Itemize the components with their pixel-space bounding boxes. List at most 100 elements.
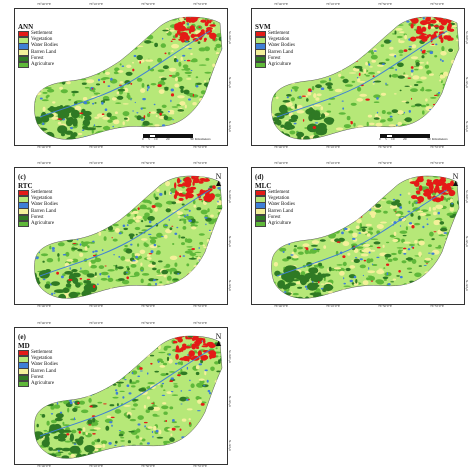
forest-patch (61, 455, 70, 459)
land-cover-patch (411, 296, 414, 299)
land-cover-patch (213, 295, 215, 298)
land-cover-patch (160, 384, 164, 388)
land-cover-patch (83, 101, 88, 105)
land-cover-patch (45, 22, 47, 24)
land-cover-patch (34, 390, 36, 394)
land-cover-patch (320, 191, 326, 194)
land-cover-patch (155, 182, 162, 186)
land-cover-patch (72, 62, 81, 64)
land-cover-patch (34, 85, 38, 87)
settlement-patch (417, 121, 421, 124)
land-cover-patch (126, 64, 132, 68)
forest-patch (310, 277, 318, 282)
land-cover-patch (154, 196, 159, 200)
settlement-patch (179, 26, 183, 32)
land-cover-patch (166, 275, 172, 281)
land-cover-patch (191, 283, 195, 286)
land-cover-patch (136, 445, 144, 451)
settlement-patch (175, 33, 178, 38)
settlement-patch (165, 420, 168, 422)
land-cover-patch (382, 244, 385, 248)
land-cover-patch (87, 388, 94, 391)
land-cover-patch (161, 37, 164, 40)
longitude-label: 76°45'0"E (88, 161, 104, 165)
land-cover-patch (204, 439, 212, 444)
settlement-patch (350, 121, 353, 125)
land-cover-patch (182, 226, 187, 230)
settlement-patch (82, 390, 85, 393)
land-cover-patch (331, 194, 336, 196)
land-cover-patch (171, 201, 177, 205)
land-cover-patch (200, 209, 208, 215)
land-cover-patch (407, 248, 411, 251)
settlement-patch (64, 211, 67, 215)
land-cover-patch (172, 419, 175, 422)
settlement-patch (130, 82, 133, 85)
land-cover-patch (147, 113, 151, 118)
land-cover-patch (103, 236, 107, 241)
settlement-patch (182, 21, 186, 25)
forest-patch (85, 141, 94, 145)
land-cover-patch (352, 30, 356, 33)
land-cover-patch (203, 457, 210, 459)
land-cover-patch (75, 197, 80, 201)
land-cover-patch (147, 233, 152, 236)
land-cover-patch (95, 372, 99, 376)
land-cover-patch (82, 355, 86, 361)
land-cover-patch (301, 22, 308, 26)
land-cover-patch (116, 348, 120, 351)
settlement-patch (376, 246, 381, 249)
land-cover-patch (328, 59, 333, 62)
land-cover-patch (282, 258, 289, 262)
land-cover-patch (211, 455, 215, 459)
land-cover-patch (373, 117, 380, 120)
longitude-label: 76°40'0"E (273, 145, 289, 149)
land-cover-patch (148, 288, 150, 290)
land-cover-patch (449, 297, 455, 299)
land-cover-patch (338, 237, 345, 242)
land-cover-patch (132, 260, 136, 262)
land-cover-patch (130, 98, 132, 101)
land-cover-patch (338, 214, 344, 219)
land-cover-patch (70, 453, 75, 458)
land-cover-patch (216, 370, 221, 373)
land-cover-patch (402, 249, 407, 253)
land-cover-patch (137, 375, 141, 378)
land-cover-patch (134, 27, 142, 30)
land-cover-patch (77, 213, 85, 215)
land-cover-patch (373, 101, 380, 103)
land-cover-patch (117, 207, 124, 211)
land-cover-patch (205, 271, 209, 274)
latitude-label: 9°5'0"N (465, 235, 469, 247)
legend-label: Agriculture (31, 221, 55, 227)
land-cover-patch (418, 65, 423, 70)
land-cover-patch (87, 33, 93, 38)
land-cover-patch (144, 446, 151, 451)
land-cover-patch (114, 111, 118, 114)
scale-bar: 0 5 10 20 30 Kilometers (379, 131, 456, 143)
land-cover-patch (207, 412, 215, 415)
land-cover-patch (282, 301, 290, 303)
forest-patch (53, 435, 60, 440)
land-cover-patch (401, 238, 405, 243)
land-cover-patch (220, 425, 223, 429)
land-cover-patch (301, 78, 306, 80)
settlement-patch (89, 405, 93, 408)
land-cover-patch (171, 43, 180, 49)
land-cover-patch (42, 260, 45, 263)
settlement-patch (176, 177, 181, 184)
land-cover-patch (97, 25, 101, 29)
land-cover-patch (298, 24, 305, 28)
land-cover-patch (150, 111, 157, 114)
land-cover-patch (34, 451, 36, 455)
legend-item: Settlement (18, 30, 58, 38)
forest-patch (34, 453, 39, 457)
land-cover-patch (318, 73, 325, 76)
land-cover-patch (330, 36, 337, 41)
settlement-patch (202, 343, 207, 346)
land-cover-patch (74, 341, 83, 345)
land-cover-patch (76, 350, 83, 356)
land-cover-patch (407, 299, 412, 301)
land-cover-patch (184, 208, 189, 211)
scale-bar: 0 5 10 20 30 Kilometers (142, 131, 219, 143)
